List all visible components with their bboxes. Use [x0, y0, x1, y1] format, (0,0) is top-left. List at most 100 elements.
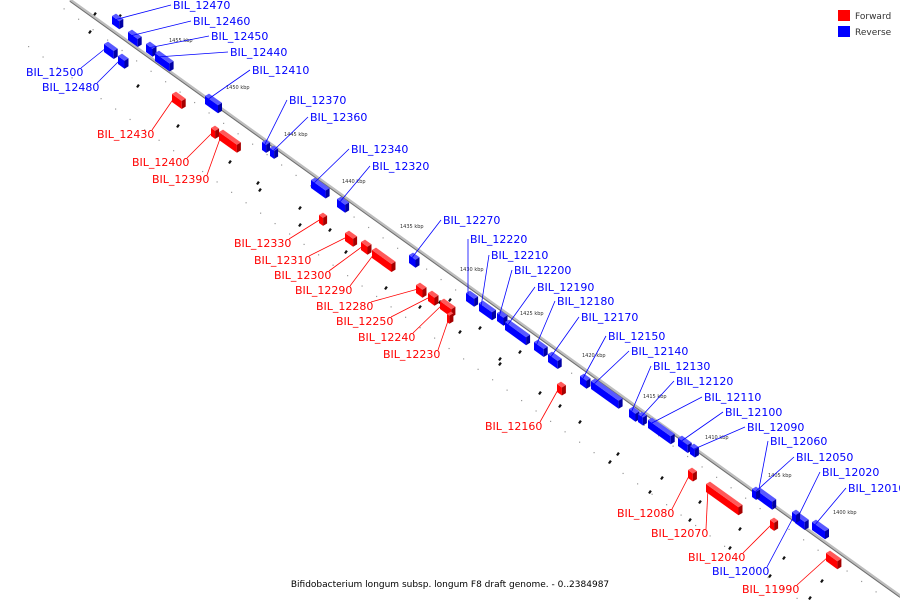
gene-bil-12460: BIL_12460	[128, 15, 250, 47]
tick-label: 1455 kbp	[169, 38, 193, 44]
gene-block-top	[756, 487, 777, 502]
gene-label: BIL_12430	[97, 128, 154, 141]
gene-label: BIL_12290	[295, 284, 352, 297]
gene-label: BIL_12180	[557, 295, 614, 308]
gene-bil-12110: BIL_12110	[648, 391, 761, 445]
gene-block-top	[319, 212, 328, 218]
tick-label: 1400 kbp	[833, 510, 857, 516]
gene-leader-line	[390, 296, 431, 318]
gene-leader-line	[539, 387, 560, 423]
gene-block	[345, 233, 354, 247]
gene-label: BIL_12450	[211, 30, 268, 43]
genome-axis-shade	[69, 0, 900, 598]
gene-label: BIL_12080	[617, 507, 674, 520]
gene-label: BIL_12440	[230, 46, 287, 59]
gene-bil-12140: BIL_12140	[591, 345, 688, 409]
gene-label: BIL_12310	[254, 254, 311, 267]
gene-block-side	[124, 58, 129, 69]
gene-block-side	[236, 142, 241, 153]
gene-block-top	[372, 247, 396, 264]
gene-block	[648, 420, 671, 445]
gene-block-side	[415, 257, 420, 268]
gene-block	[311, 180, 326, 199]
gene-bil-12090: BIL_12090	[690, 421, 804, 458]
gene-block	[172, 94, 182, 109]
gene-block	[770, 520, 775, 531]
tick-label: 1415 kbp	[643, 394, 667, 400]
gene-bil-12360: BIL_12360	[270, 111, 367, 159]
gene-block	[205, 96, 218, 114]
gene-bil-12210: BIL_12210	[479, 249, 548, 321]
gene-block-side	[215, 128, 220, 139]
gene-block-top	[409, 252, 420, 260]
gene-block-side	[325, 188, 330, 199]
gene-block-side	[367, 244, 372, 255]
gene-bil-12480: BIL_12480	[42, 53, 129, 94]
gene-block-side	[137, 36, 142, 47]
gene-block-side	[756, 489, 761, 500]
gene-block-top	[219, 129, 241, 145]
gene-label: BIL_12200	[514, 264, 571, 277]
gene-block-side	[738, 504, 743, 516]
gene-leader-line	[679, 411, 724, 443]
gene-leader-line	[410, 219, 442, 260]
gene-bil-12340: BIL_12340	[311, 143, 408, 199]
legend-label: Reverse	[855, 28, 892, 38]
gene-block-top	[361, 239, 372, 247]
gene-label: BIL_12410	[252, 64, 309, 77]
gene-label: BIL_12120	[676, 375, 733, 388]
gene-bil-12270: BIL_12270	[409, 214, 500, 268]
gene-block-top	[104, 41, 118, 51]
gene-block	[638, 414, 643, 426]
gene-label: BIL_12470	[173, 0, 230, 12]
legend-swatch	[838, 10, 850, 21]
gene-bil-12500: BIL_12500	[26, 41, 118, 79]
gene-block-side	[561, 385, 566, 396]
gene-bil-12250: BIL_12250	[336, 290, 439, 328]
gene-block	[372, 250, 392, 272]
gene-block	[416, 285, 423, 298]
caption: Bifidobacterium longum subsp. longum F8 …	[291, 580, 609, 590]
gene-label: BIL_12150	[608, 330, 665, 343]
gene-block-side	[557, 358, 562, 369]
gene-block	[146, 44, 153, 57]
gene-block-top	[428, 290, 439, 298]
gene-block-side	[694, 447, 699, 458]
gene-bil-12100: BIL_12100	[678, 406, 782, 453]
gene-block-side	[772, 499, 777, 510]
gene-block-side	[323, 215, 328, 226]
gene-leader-line	[753, 456, 795, 494]
gene-block-top	[345, 230, 358, 239]
gene-leader-line	[498, 269, 513, 318]
gene-block-side	[837, 558, 842, 570]
gene-block	[688, 470, 693, 482]
gene-block	[112, 16, 120, 30]
gene-block-top	[466, 290, 479, 299]
gene-block	[629, 409, 636, 422]
tick-marks	[88, 11, 824, 600]
gene-leader-line	[796, 471, 821, 520]
gene-block	[505, 322, 527, 346]
tick-label: 1435 kbp	[400, 224, 424, 230]
tick-label: 1450 kbp	[226, 85, 250, 91]
position-dots	[28, 8, 877, 599]
tick-label: 1425 kbp	[520, 311, 544, 317]
gene-label: BIL_12230	[383, 348, 440, 361]
gene-block	[219, 132, 237, 153]
gene-bil-12190: BIL_12190	[505, 281, 594, 346]
gene-block-top	[678, 435, 692, 445]
gene-bil-12130: BIL_12130	[629, 360, 710, 422]
gene-block-side	[642, 415, 647, 426]
gene-block-top	[440, 298, 456, 310]
gene-block-side	[796, 512, 801, 523]
gene-block-top	[706, 481, 743, 508]
gene-block-top	[792, 509, 801, 515]
gene-block	[826, 553, 838, 570]
gene-block	[580, 376, 587, 389]
gene-label: BIL_12320	[372, 160, 429, 173]
gene-bil-12070: BIL_12070	[651, 481, 743, 540]
gene-block-top	[497, 310, 508, 318]
gene-block-top	[172, 91, 186, 101]
gene-block-top	[155, 50, 174, 64]
